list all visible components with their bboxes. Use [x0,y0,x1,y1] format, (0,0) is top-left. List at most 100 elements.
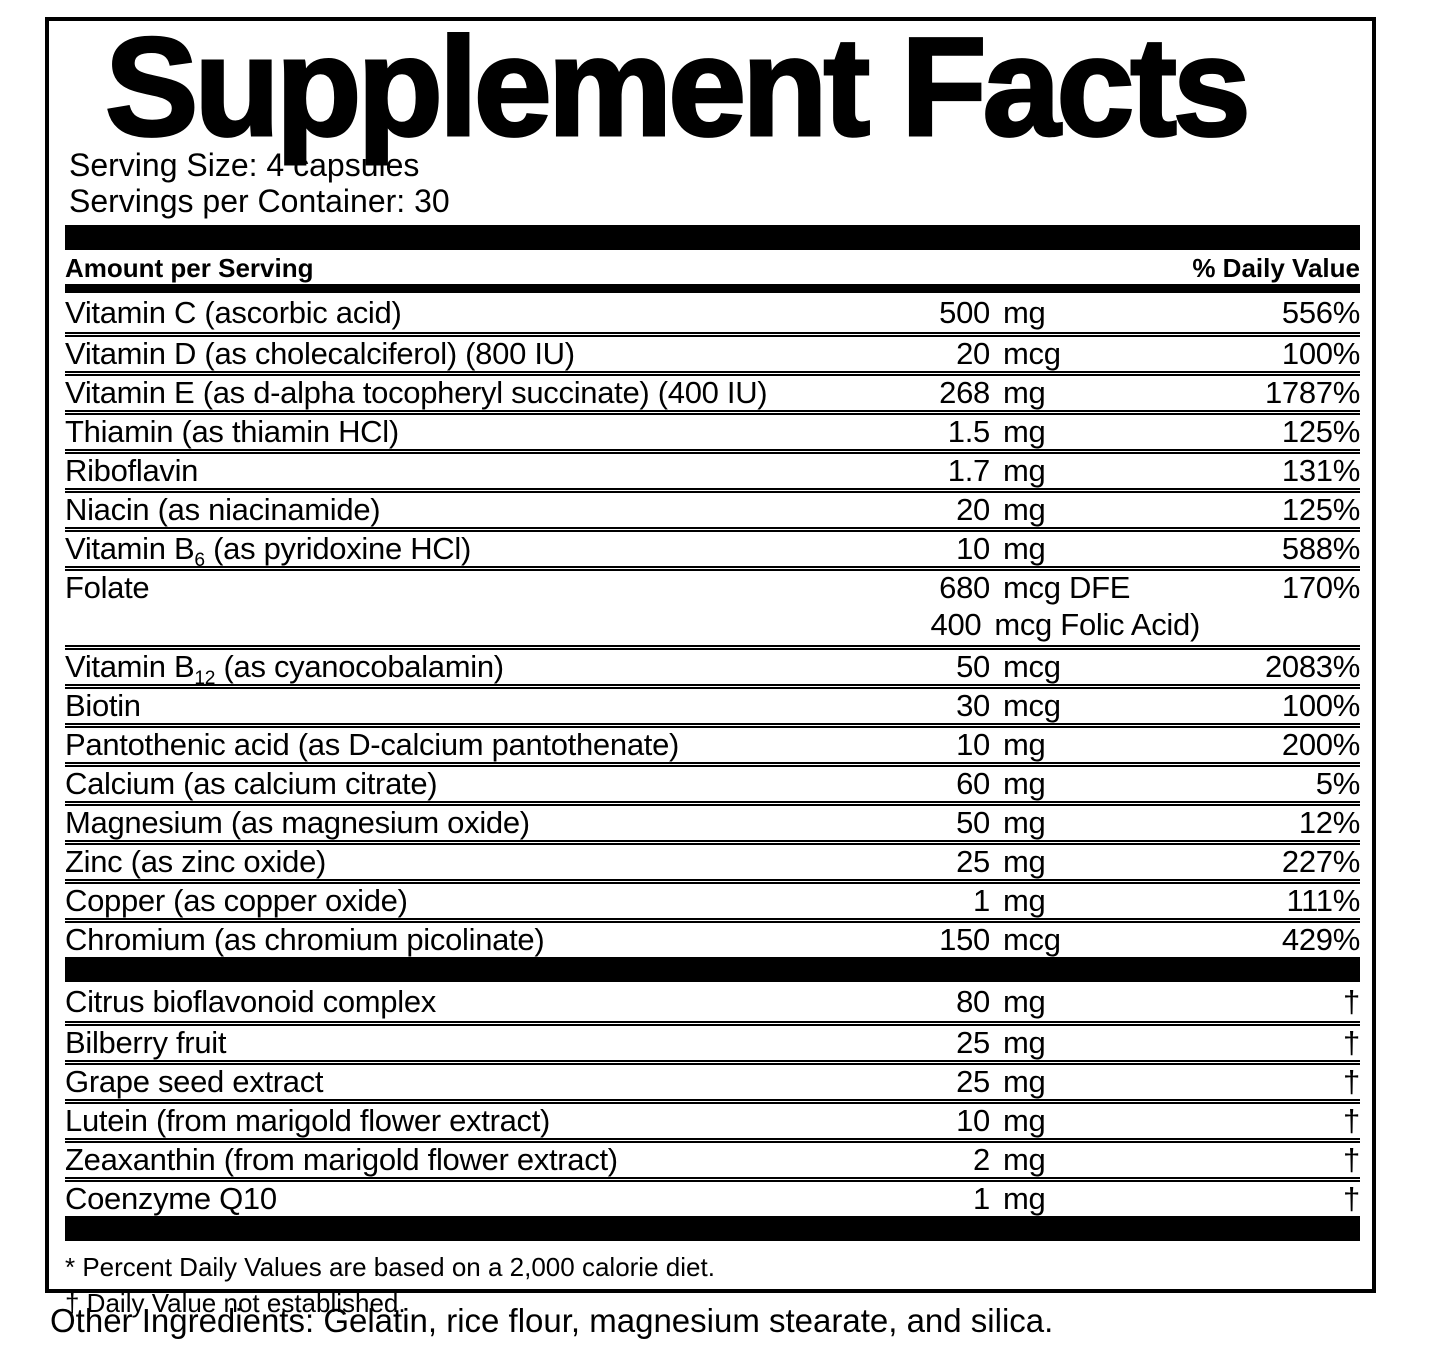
daily-value-dagger: † [1343,1142,1360,1177]
amount-value: 150 [939,922,990,957]
amount-unit: mg [1003,414,1046,449]
daily-value: 556% [1281,294,1360,330]
daily-value: 131% [1281,453,1360,488]
nutrient-name: Copper (as copper oxide) [65,883,408,918]
amount-unit: mcg [1003,649,1061,684]
nutrient-name: Vitamin D (as cholecalciferol) (800 IU) [65,336,575,371]
footnote-percent: * Percent Daily Values are based on a 2,… [65,1252,715,1282]
table-row: Zinc (as zinc oxide) 25 mg 227% [65,840,1360,879]
section-bar-middle [65,957,1360,982]
daily-value: 125% [1281,414,1360,449]
amount-value: 30 [956,688,990,723]
amount-unit: mg [1003,1142,1046,1177]
daily-value: 1787% [1264,375,1360,410]
amount-unit: mcg [1003,336,1061,371]
nutrient-name: Magnesium (as magnesium oxide) [65,805,530,840]
amount-value: 20 [956,492,990,527]
nutrient-name: Calcium (as calcium citrate) [65,766,438,801]
amount-unit: mg [1003,531,1046,566]
daily-value: 100% [1281,336,1360,371]
nutrient-name: Thiamin (as thiamin HCl) [65,414,399,449]
serving-size: Serving Size: 4 capsules [69,147,420,183]
nutrient-name: Lutein (from marigold flower extract) [65,1103,551,1138]
nutrient-name: Citrus bioflavonoid complex [65,983,436,1019]
daily-value: 125% [1281,492,1360,527]
amount-unit: mcg [1003,922,1061,957]
nutrient-name: Vitamin E (as d-alpha tocopheryl succina… [65,375,768,410]
table-row: Vitamin D (as cholecalciferol) (800 IU) … [65,332,1360,371]
daily-value: 170% [1281,570,1360,605]
amount-value: 25 [956,844,990,879]
amount-value: 10 [956,1103,990,1138]
amount-unit: mg [1003,1064,1046,1099]
nutrient-name: Zeaxanthin (from marigold flower extract… [65,1142,618,1177]
amount-value: 1 [973,1181,990,1216]
table-row: Zeaxanthin (from marigold flower extract… [65,1138,1360,1177]
amount-unit: mg [1003,375,1046,410]
table-row: Niacin (as niacinamide) 20 mg 125% [65,488,1360,527]
table-row: Riboflavin 1.7 mg 131% [65,449,1360,488]
daily-value: 227% [1281,844,1360,879]
table-row: Vitamin B6 (as pyridoxine HCl) 10 mg 588… [65,527,1360,572]
amount-unit: mg [1003,766,1046,801]
supplement-facts-title: Supplement Facts [104,8,1253,165]
amount-value: 25 [956,1025,990,1060]
nutrient-name: Vitamin B6 (as pyridoxine HCl) [65,531,471,572]
nutrient-name: Pantothenic acid (as D-calcium pantothen… [65,727,680,762]
footnotes: * Percent Daily Values are based on a 2,… [65,1241,1360,1321]
section-bar-top [65,225,1360,250]
amount-unit: mg [1003,844,1046,879]
daily-value-dagger: † [1343,1103,1360,1138]
nutrient-name: Coenzyme Q10 [65,1181,277,1216]
section-bar-header [65,284,1360,293]
table-header: Amount per Serving % Daily Value [65,250,1360,284]
amount-value: 1.7 [947,453,991,488]
amount-unit: mcg [1003,688,1061,723]
amount-value: 1.5 [947,414,991,449]
amount-unit: mg [1003,805,1046,840]
amount-value: 1 [973,883,990,918]
amount-value: 500 [939,294,990,330]
amount-value: 10 [956,727,990,762]
amount-value: 2 [973,1142,990,1177]
section-bar-bottom [65,1216,1360,1241]
amount-unit: mg [1003,1103,1046,1138]
amount-unit: mg [1003,727,1046,762]
daily-value-dagger: † [1343,1064,1360,1099]
daily-value: 111% [1286,883,1361,918]
table-row: Biotin 30 mcg 100% [65,684,1360,723]
amount-unit: mg [1003,883,1046,918]
nutrient-name: Folate [65,570,150,605]
daily-value-dagger: † [1343,1181,1360,1216]
amount-value: 400 [930,607,982,642]
amount-value: 10 [956,531,990,566]
amount-unit: mg [1003,492,1046,527]
table-row: Thiamin (as thiamin HCl) 1.5 mg 125% [65,410,1360,449]
table-row: Grape seed extract 25 mg † [65,1060,1360,1099]
amount-value: 80 [956,983,990,1019]
amount-unit: mcg DFE [1003,570,1131,605]
other-ingredients: Other Ingredients: Gelatin, rice flour, … [50,1302,1054,1339]
nutrient-name: Chromium (as chromium picolinate) [65,922,545,957]
daily-value: 200% [1281,727,1360,762]
table-row: Vitamin E (as d-alpha tocopheryl succina… [65,371,1360,410]
table-row: Coenzyme Q10 1 mg † [65,1177,1360,1216]
amount-value: 25 [956,1064,990,1099]
table-row: Bilberry fruit 25 mg † [65,1021,1360,1060]
daily-value: 5% [1315,766,1361,801]
nutrient-name: Riboflavin [65,453,199,488]
daily-value: 12% [1298,805,1360,840]
botanicals-section: Citrus bioflavonoid complex 80 mg † Bilb… [65,982,1360,1216]
amount-value: 60 [956,766,990,801]
nutrient-name: Vitamin B12 (as cyanocobalamin) [65,649,504,690]
daily-value-dagger: † [1343,1025,1360,1060]
amount-value: 50 [956,805,990,840]
amount-value: 268 [939,375,990,410]
nutrient-name: Biotin [65,688,141,723]
supplement-facts-panel: Supplement Facts Serving Size: 4 capsule… [45,8,1376,1318]
daily-value: 588% [1281,531,1360,566]
nutrient-name: Grape seed extract [65,1064,324,1099]
table-row: Lutein (from marigold flower extract) 10… [65,1099,1360,1138]
table-row: Folate 680 mcg DFE 170% [65,566,1360,605]
amount-unit: mg [1003,1025,1046,1060]
